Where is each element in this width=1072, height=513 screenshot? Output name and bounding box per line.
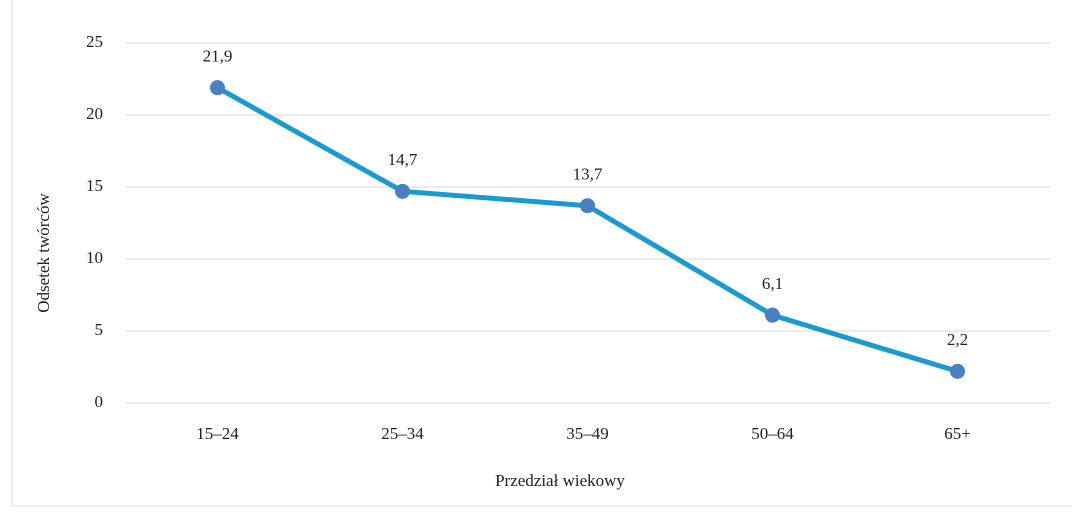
marker (765, 307, 780, 323)
x-tick-label: 65+ (944, 424, 971, 443)
y-tick-label: 10 (86, 248, 103, 267)
marker (580, 198, 595, 214)
data-label: 6,1 (762, 274, 783, 293)
x-axis-label: Przedział wiekowy (495, 471, 625, 490)
y-tick-label: 15 (86, 176, 103, 195)
data-label: 14,7 (388, 150, 418, 169)
data-label: 21,9 (203, 47, 233, 66)
x-tick-label: 50–64 (751, 424, 794, 443)
data-label: 2,2 (947, 330, 968, 349)
y-tick-label: 25 (86, 32, 103, 51)
marker (395, 183, 410, 199)
y-tick-label: 20 (86, 104, 103, 123)
marker (210, 80, 225, 96)
line (216, 85, 959, 374)
x-tick-label: 25–34 (381, 424, 424, 443)
x-tick-label: 15–24 (196, 424, 239, 443)
chart-frame (11, 0, 1072, 507)
y-tick-label: 5 (95, 320, 104, 339)
marker (950, 363, 965, 379)
y-axis-label: Odsetek twórców (34, 193, 53, 313)
data-label: 13,7 (573, 165, 603, 184)
x-tick-label: 35–49 (566, 424, 609, 443)
y-tick-label: 0 (95, 392, 104, 411)
